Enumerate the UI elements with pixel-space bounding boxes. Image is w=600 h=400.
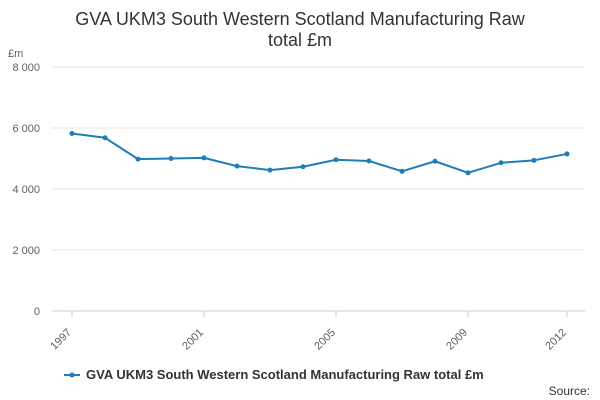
x-tick-label: 2005 (312, 327, 338, 353)
data-point (168, 156, 174, 161)
x-tick-label: 1997 (48, 327, 74, 353)
data-point (333, 157, 339, 163)
data-point (135, 156, 141, 162)
y-tick-label: 0 (34, 306, 40, 318)
data-point (267, 167, 273, 173)
chart-title: GVA UKM3 South Western Scotland Manufact… (75, 9, 526, 50)
y-tick-label: 6 000 (12, 123, 40, 135)
legend-item-label: GVA UKM3 South Western Scotland Manufact… (86, 367, 484, 382)
x-tick-label: 2001 (180, 327, 206, 353)
x-axis: 1997 2001 2005 2009 2012 (48, 310, 585, 353)
chart-title-line-2: total £m (268, 30, 332, 50)
data-point (399, 168, 405, 174)
data-point (366, 158, 372, 164)
data-point (432, 158, 438, 164)
x-tick-label: 2009 (444, 327, 470, 353)
x-tick-label: 2012 (543, 327, 569, 353)
source-label: Source: (549, 384, 590, 398)
data-point (69, 130, 75, 136)
series-layer (69, 130, 570, 176)
y-axis: 0 2 000 4 000 6 000 8 000 (12, 62, 40, 318)
data-point (300, 164, 306, 170)
data-point (102, 135, 108, 141)
data-point (234, 163, 240, 169)
data-point (465, 170, 471, 176)
y-tick-label: 2 000 (12, 245, 40, 257)
series-line (71, 132, 568, 174)
gridlines (52, 66, 585, 251)
data-point (564, 151, 570, 157)
y-tick-label: 4 000 (12, 184, 40, 196)
data-point (531, 157, 537, 163)
legend[interactable]: GVA UKM3 South Western Scotland Manufact… (64, 367, 484, 382)
data-point (498, 160, 504, 166)
y-tick-label: 8 000 (12, 62, 40, 74)
legend-swatch-marker (69, 372, 75, 378)
chart-title-line-1: GVA UKM3 South Western Scotland Manufact… (75, 9, 526, 29)
y-axis-unit-label: £m (8, 48, 23, 60)
data-point (201, 155, 207, 161)
